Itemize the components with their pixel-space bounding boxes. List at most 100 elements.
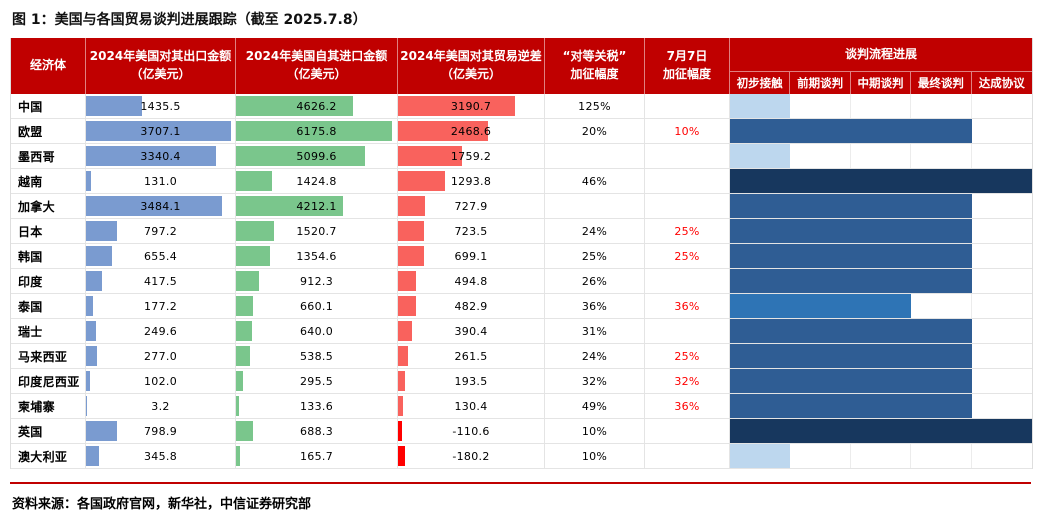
export-value: 797.2 (144, 225, 177, 238)
export-cell: 417.5 (86, 269, 236, 293)
july7-tariff-value: 25% (674, 350, 699, 363)
reciprocal-tariff-value: 20% (582, 125, 607, 138)
export-cell: 3484.1 (86, 194, 236, 218)
economy-cell: 泰国 (11, 294, 86, 318)
negotiation-progress-bar (730, 119, 972, 143)
import-bar (236, 346, 250, 366)
negotiation-progress-cell (730, 219, 1032, 243)
deficit-bar (398, 196, 425, 216)
stage-header-mid-negotiation-label: 中期谈判 (857, 76, 903, 91)
reciprocal-tariff-value: 24% (582, 350, 607, 363)
economy-name: 墨西哥 (18, 148, 55, 165)
stage-gridline (972, 119, 1032, 143)
import-cell: 1354.6 (236, 244, 398, 268)
reciprocal-tariff-value: 24% (582, 225, 607, 238)
economy-cell: 印度 (11, 269, 86, 293)
export-cell: 249.6 (86, 319, 236, 343)
progress-group-title: 谈判流程进展 (730, 38, 1032, 72)
progress-group-title-label: 谈判流程进展 (845, 47, 917, 63)
negotiation-progress-cell (730, 294, 1032, 318)
export-value: 345.8 (144, 450, 177, 463)
stage-header-final-negotiation-label: 最终谈判 (918, 76, 964, 91)
economy-cell: 英国 (11, 419, 86, 443)
reciprocal-tariff-value: 10% (582, 450, 607, 463)
economy-cell: 墨西哥 (11, 144, 86, 168)
col-header-deficit-line1: 2024年美国对其贸易逆差 (400, 49, 541, 65)
export-cell: 1435.5 (86, 94, 236, 118)
economy-name: 加拿大 (18, 198, 55, 215)
col-header-reciprocal-tariff-line1: “对等关税” (563, 49, 627, 65)
economy-name: 日本 (18, 223, 43, 240)
reciprocal-tariff-cell: 36% (545, 294, 645, 318)
stage-gridline (911, 144, 971, 168)
import-value: 538.5 (300, 350, 333, 363)
economy-name: 韩国 (18, 248, 43, 265)
export-cell: 131.0 (86, 169, 236, 193)
export-value: 798.9 (144, 425, 177, 438)
deficit-bar (398, 396, 403, 416)
reciprocal-tariff-value: 125% (578, 100, 611, 113)
stage-header-agreement-reached-label: 达成协议 (979, 76, 1025, 91)
export-value: 3707.1 (140, 125, 180, 138)
import-bar (236, 421, 253, 441)
july7-tariff-value: 36% (674, 400, 699, 413)
export-bar (86, 346, 97, 366)
export-cell: 655.4 (86, 244, 236, 268)
july7-tariff-cell: 32% (645, 369, 730, 393)
july7-tariff-cell: 36% (645, 294, 730, 318)
deficit-cell: 482.9 (398, 294, 545, 318)
import-value: 640.0 (300, 325, 333, 338)
stage-gridline (790, 444, 850, 468)
stage-gridline (851, 444, 911, 468)
deficit-cell: 723.5 (398, 219, 545, 243)
import-cell: 4212.1 (236, 194, 398, 218)
deficit-cell: 390.4 (398, 319, 545, 343)
negotiation-progress-bar (730, 444, 790, 468)
col-header-progress-group: 谈判流程进展 初步接触 前期谈判 中期谈判 最终谈判 达成协议 (730, 38, 1032, 94)
stage-gridline (790, 144, 850, 168)
import-bar (236, 446, 240, 466)
negotiation-progress-cell (730, 119, 1032, 143)
reciprocal-tariff-cell: 25% (545, 244, 645, 268)
import-cell: 1424.8 (236, 169, 398, 193)
reciprocal-tariff-cell: 31% (545, 319, 645, 343)
negotiation-progress-cell (730, 419, 1032, 443)
deficit-cell: 1293.8 (398, 169, 545, 193)
economy-cell: 中国 (11, 94, 86, 118)
import-bar (236, 396, 239, 416)
reciprocal-tariff-cell (545, 144, 645, 168)
negotiation-progress-bar (730, 194, 972, 218)
negotiation-progress-cell (730, 169, 1032, 193)
import-cell: 165.7 (236, 444, 398, 468)
import-cell: 295.5 (236, 369, 398, 393)
economy-name: 印度 (18, 273, 43, 290)
stage-gridline (972, 319, 1032, 343)
deficit-value: 3190.7 (451, 100, 491, 113)
export-bar (86, 171, 91, 191)
deficit-bar (398, 321, 412, 341)
july7-tariff-cell (645, 194, 730, 218)
negotiation-progress-cell (730, 194, 1032, 218)
reciprocal-tariff-cell: 125% (545, 94, 645, 118)
stage-gridline (911, 294, 971, 318)
deficit-value: 699.1 (455, 250, 488, 263)
reciprocal-tariff-cell: 32% (545, 369, 645, 393)
deficit-cell: 130.4 (398, 394, 545, 418)
negotiation-progress-bar (730, 294, 911, 318)
economy-name: 越南 (18, 173, 43, 190)
july7-tariff-value: 10% (674, 125, 699, 138)
import-value: 688.3 (300, 425, 333, 438)
import-cell: 538.5 (236, 344, 398, 368)
deficit-value: 390.4 (455, 325, 488, 338)
deficit-value: 2468.6 (451, 125, 491, 138)
export-value: 249.6 (144, 325, 177, 338)
july7-tariff-cell (645, 444, 730, 468)
deficit-value: 723.5 (455, 225, 488, 238)
reciprocal-tariff-value: 32% (582, 375, 607, 388)
export-value: 177.2 (144, 300, 177, 313)
export-cell: 277.0 (86, 344, 236, 368)
deficit-value: 482.9 (455, 300, 488, 313)
negotiation-progress-bar (730, 319, 972, 343)
negotiation-progress-cell (730, 319, 1032, 343)
